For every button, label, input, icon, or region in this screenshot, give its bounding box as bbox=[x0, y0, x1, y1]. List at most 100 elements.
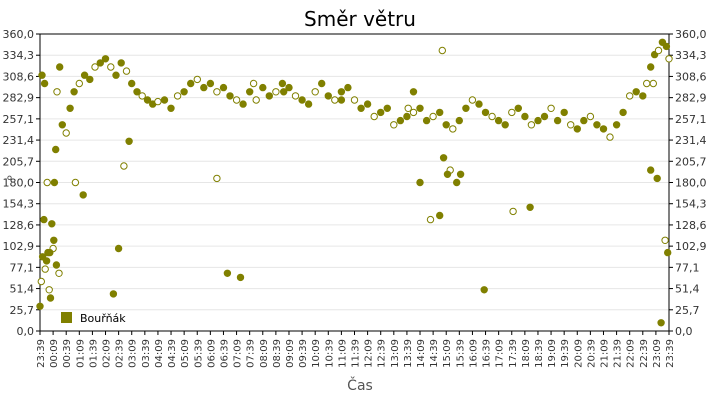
data-point bbox=[206, 79, 215, 88]
x-tick-label: 10:39 bbox=[324, 339, 335, 368]
y-axis-left: 0,0 25,7 51,4 77,1 102,9 128,6 154,3 180,0 205,7… bbox=[3, 28, 40, 338]
data-point bbox=[526, 203, 534, 212]
data-point bbox=[344, 83, 352, 92]
y-tick-label: 51,4 bbox=[10, 283, 35, 296]
data-point bbox=[280, 88, 288, 96]
data-point bbox=[122, 67, 131, 75]
data-point bbox=[71, 178, 80, 187]
data-point bbox=[573, 125, 581, 133]
y-tick-label: 0,0 bbox=[675, 325, 693, 338]
x-tick-label: 11:09 bbox=[337, 339, 348, 368]
data-point bbox=[138, 92, 146, 100]
y-tick-label: 25,7 bbox=[10, 304, 35, 317]
y-tick-label: 231,4 bbox=[675, 134, 707, 147]
data-point bbox=[125, 137, 133, 146]
data-point bbox=[337, 96, 346, 104]
x-tick-label: 04:39 bbox=[167, 339, 178, 368]
data-point bbox=[53, 88, 61, 96]
y-tick-label: 308,6 bbox=[675, 70, 707, 83]
data-point bbox=[167, 104, 175, 113]
data-point bbox=[426, 215, 435, 224]
data-point bbox=[213, 88, 221, 96]
data-point bbox=[246, 88, 254, 96]
y-tick-label: 180,0 bbox=[675, 177, 707, 190]
x-tick-label: 19:39 bbox=[560, 339, 571, 368]
data-point bbox=[96, 59, 105, 67]
data-point bbox=[219, 83, 228, 92]
data-point bbox=[363, 100, 372, 108]
data-point bbox=[350, 96, 359, 104]
x-tick-label: 15:39 bbox=[455, 339, 466, 368]
x-tick-label: 19:09 bbox=[547, 339, 558, 368]
y-tick-label: 128,6 bbox=[3, 219, 35, 232]
y-tick-label: 231,4 bbox=[3, 134, 35, 147]
x-tick-label: 17:09 bbox=[495, 339, 506, 368]
data-point bbox=[298, 96, 306, 104]
data-point bbox=[442, 121, 450, 129]
x-tick-label: 10:09 bbox=[311, 339, 322, 368]
data-point bbox=[665, 55, 673, 63]
data-point bbox=[429, 112, 437, 121]
x-tick-label: 06:09 bbox=[206, 339, 217, 368]
x-tick-label: 23:39 bbox=[36, 339, 47, 368]
data-point bbox=[662, 42, 671, 51]
y-tick-label: 360,0 bbox=[3, 28, 35, 41]
data-point bbox=[593, 121, 601, 129]
data-point bbox=[239, 100, 247, 108]
data-point bbox=[112, 71, 120, 79]
data-point bbox=[436, 108, 444, 117]
data-point bbox=[547, 104, 555, 113]
data-point bbox=[661, 236, 669, 245]
y-tick-label: 128,6 bbox=[675, 219, 707, 232]
data-point bbox=[311, 88, 319, 96]
data-point bbox=[265, 92, 273, 100]
data-point bbox=[455, 116, 463, 125]
y-tick-label: 102,9 bbox=[3, 240, 35, 253]
x-tick-label: 11:39 bbox=[351, 339, 362, 368]
data-point bbox=[249, 79, 258, 88]
data-point bbox=[501, 121, 509, 129]
data-point bbox=[50, 178, 59, 187]
y-tick-label: 154,3 bbox=[3, 198, 35, 211]
data-point bbox=[187, 79, 195, 88]
data-point bbox=[55, 269, 63, 277]
data-point bbox=[436, 211, 444, 220]
x-axis-label: Čas bbox=[347, 376, 373, 394]
data-point bbox=[318, 79, 326, 88]
data-point bbox=[107, 63, 115, 71]
x-tick-label: 09:39 bbox=[298, 339, 309, 368]
data-point bbox=[331, 96, 339, 104]
data-point bbox=[40, 215, 48, 224]
data-point bbox=[643, 79, 651, 88]
chart-title: Směr větru bbox=[304, 7, 416, 31]
legend-swatch bbox=[61, 312, 72, 323]
x-tick-label: 12:09 bbox=[364, 339, 375, 368]
data-point bbox=[117, 59, 125, 67]
x-tick-label: 06:39 bbox=[219, 339, 230, 368]
data-point bbox=[553, 116, 562, 125]
x-tick-label: 05:39 bbox=[193, 339, 204, 368]
data-point bbox=[453, 178, 461, 187]
y-tick-label: 154,3 bbox=[675, 198, 707, 211]
legend-label: Bouřňák bbox=[80, 312, 126, 325]
data-point bbox=[40, 79, 49, 88]
data-point bbox=[43, 178, 51, 187]
x-tick-label: 20:39 bbox=[586, 339, 597, 368]
y-tick-label: 102,9 bbox=[675, 240, 707, 253]
data-point bbox=[534, 116, 542, 125]
data-point bbox=[41, 265, 49, 273]
data-point bbox=[456, 170, 465, 179]
data-point bbox=[560, 108, 568, 117]
y-tick-label: 77,1 bbox=[10, 261, 35, 274]
data-point bbox=[259, 83, 267, 92]
data-point bbox=[508, 108, 516, 117]
x-tick-label: 07:09 bbox=[233, 339, 244, 368]
data-point bbox=[449, 125, 457, 133]
y-axis-right: 0,0 25,7 51,4 77,1 102,9 128,6 154,3 180,0 205,7… bbox=[669, 28, 707, 338]
data-point bbox=[664, 248, 672, 257]
data-point bbox=[120, 162, 128, 170]
data-point bbox=[475, 100, 483, 108]
data-point bbox=[409, 108, 418, 117]
data-point bbox=[285, 83, 293, 92]
data-point bbox=[272, 88, 280, 96]
